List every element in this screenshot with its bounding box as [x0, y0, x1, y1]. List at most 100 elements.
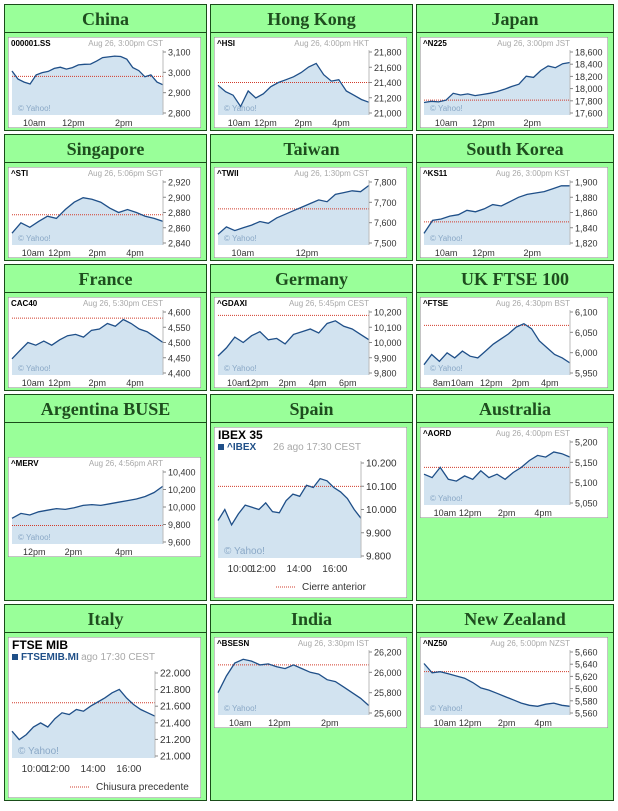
timestamp: Aug 26, 4:56pm ART — [89, 459, 163, 468]
x-tick-label: 12pm — [23, 547, 46, 557]
x-tick-label: 2pm — [523, 118, 541, 128]
region-title: Hong Kong — [211, 5, 412, 33]
y-tick-label: 2,900 — [168, 88, 191, 98]
ticker-symbol[interactable]: ^GDAXI — [217, 299, 247, 308]
x-tick-label: 2pm — [498, 718, 516, 728]
chart-singapore: ^STI Aug 26, 5:06pm SGT 2,920 2,900 2,880 2,8… — [8, 167, 201, 258]
y-tick-label: 10,000 — [168, 503, 196, 513]
x-tick-label: 2pm — [512, 378, 530, 388]
series-line — [217, 62, 370, 108]
series-line — [423, 322, 571, 366]
x-tick-label: 10:00 — [22, 764, 47, 775]
chart-hong-kong: ^HSI Aug 26, 4:00pm HKT 21,800 21,600 21,400… — [214, 37, 407, 128]
x-tick-label: 2pm — [295, 118, 313, 128]
series-line — [423, 185, 570, 234]
y-tick-label: 18,600 — [575, 48, 603, 58]
yahoo-watermark: © Yahoo! — [224, 364, 257, 373]
y-tick-label: 18,000 — [575, 84, 603, 94]
chart-uk-ftse-100: ^FTSE Aug 26, 4:30pm BST 6,100 6,050 6,000 5,… — [420, 297, 608, 388]
y-tick-label: 21,800 — [374, 48, 402, 58]
market-cell-germany: Germany ^GDAXI Aug 26, 5:45pm CEST 10,200 10… — [210, 264, 413, 391]
ticker-symbol[interactable]: ^BSESN — [217, 639, 249, 648]
yahoo-watermark: © Yahoo! — [18, 746, 59, 757]
chart-argentina-buse: ^MERV Aug 26, 4:56pm ART 10,400 10,200 10,00… — [8, 457, 201, 557]
region-title: Taiwan — [211, 135, 412, 163]
x-tick-label: 16:00 — [322, 564, 347, 575]
yahoo-watermark: © Yahoo! — [224, 704, 257, 713]
y-tick-label: 21,600 — [374, 63, 402, 73]
market-cell-italy: Italy FTSE MIB FTSEMIB.MI ago 17:30 CEST 22.… — [4, 604, 207, 801]
yahoo-watermark: © Yahoo! — [18, 364, 51, 373]
x-tick-label: 12pm — [459, 508, 482, 518]
x-tick-label: 10am — [228, 118, 251, 128]
ticker-symbol[interactable]: ^AORD — [423, 429, 451, 438]
market-cell-australia: Australia ^AORD Aug 26, 4:00pm EST 5,200 5,1… — [416, 394, 614, 601]
y-tick-label: 9.900 — [366, 528, 391, 539]
x-tick-label: 16:00 — [116, 764, 141, 775]
market-cell-taiwan: Taiwan ^TWII Aug 26, 1:30pm CST 7,800 7,700 7… — [210, 134, 413, 261]
yahoo-watermark: © Yahoo! — [430, 234, 463, 243]
ticker-symbol[interactable]: ^NZ50 — [423, 639, 448, 648]
x-tick-label: 4pm — [541, 378, 559, 388]
market-cell-south-korea: South Korea ^KS11 Aug 26, 3:00pm KST 1,900 1… — [416, 134, 614, 261]
yahoo-watermark: © Yahoo! — [430, 104, 463, 113]
y-tick-label: 7,800 — [374, 178, 397, 188]
ticker-symbol[interactable]: ^HSI — [217, 39, 235, 48]
ticker-symbol[interactable]: ^TWII — [217, 169, 239, 178]
market-cell-india: India ^BSESN Aug 26, 3:30pm IST 26,200 26,00… — [210, 604, 413, 801]
x-tick-label: 8am — [433, 378, 451, 388]
region-title: Singapore — [5, 135, 206, 163]
y-tick-label: 21,400 — [374, 78, 402, 88]
ticker-symbol[interactable]: ^STI — [11, 169, 28, 178]
timestamp: Aug 26, 4:00pm HKT — [294, 39, 369, 48]
x-tick-label: 2pm — [65, 547, 83, 557]
ticker-symbol[interactable]: CAC40 — [11, 299, 38, 308]
y-tick-label: 5,620 — [575, 672, 598, 682]
region-title: Spain — [211, 395, 412, 423]
y-tick-label: 7,500 — [374, 239, 397, 249]
region-title: UK FTSE 100 — [417, 265, 613, 293]
series-area — [424, 185, 570, 245]
series-line — [217, 184, 370, 235]
x-tick-label: 14:00 — [81, 764, 106, 775]
ticker-symbol[interactable]: ^KS11 — [423, 169, 448, 178]
chart-india: ^BSESN Aug 26, 3:30pm IST 26,200 26,000 25,8… — [214, 637, 407, 728]
x-tick-label: 14:00 — [287, 564, 312, 575]
timestamp: Aug 26, 5:45pm CEST — [289, 299, 369, 308]
x-tick-label: 6pm — [339, 378, 357, 388]
y-tick-label: 10,100 — [374, 323, 402, 333]
y-tick-label: 5,150 — [575, 458, 598, 468]
ticker-symbol[interactable]: 000001.SS — [11, 39, 51, 48]
region-title: New Zealand — [417, 605, 613, 633]
ticker-symbol[interactable]: FTSEMIB.MI — [21, 652, 79, 663]
ticker-symbol[interactable]: ^IBEX — [227, 442, 257, 453]
x-tick-label: 2pm — [498, 508, 516, 518]
y-tick-label: 5,580 — [575, 696, 598, 706]
timestamp: Aug 26, 3:00pm KST — [496, 169, 570, 178]
y-tick-label: 2,860 — [168, 223, 191, 233]
y-tick-label: 6,000 — [575, 348, 598, 358]
timestamp: Aug 26, 3:00pm JST — [497, 39, 570, 48]
series-area — [12, 486, 163, 544]
yahoo-watermark: © Yahoo! — [430, 494, 463, 503]
series-line — [11, 688, 156, 741]
y-tick-label: 1,880 — [575, 193, 598, 203]
x-tick-label: 2pm — [115, 118, 133, 128]
x-tick-label: 2pm — [89, 248, 107, 258]
y-tick-label: 21.000 — [160, 752, 191, 763]
region-title: South Korea — [417, 135, 613, 163]
y-tick-label: 4,600 — [168, 308, 191, 318]
chart-spain: IBEX 35^IBEX 26 ago 17:30 CEST 10.200 10.10… — [214, 427, 407, 598]
ticker-symbol[interactable]: ^FTSE — [423, 299, 449, 308]
timestamp: Aug 26, 5:06pm SGT — [88, 169, 163, 178]
y-tick-label: 4,450 — [168, 353, 191, 363]
x-tick-label: 12pm — [48, 248, 71, 258]
ticker-symbol[interactable]: ^N225 — [423, 39, 447, 48]
series-area — [218, 478, 361, 558]
y-tick-label: 5,950 — [575, 369, 598, 379]
chart-france: CAC40 Aug 26, 5:30pm CEST 4,600 4,550 4,500 4… — [8, 297, 201, 388]
x-tick-label: 4pm — [126, 378, 144, 388]
y-tick-label: 2,840 — [168, 239, 191, 249]
y-tick-label: 5,100 — [575, 478, 598, 488]
ticker-symbol[interactable]: ^MERV — [11, 459, 39, 468]
